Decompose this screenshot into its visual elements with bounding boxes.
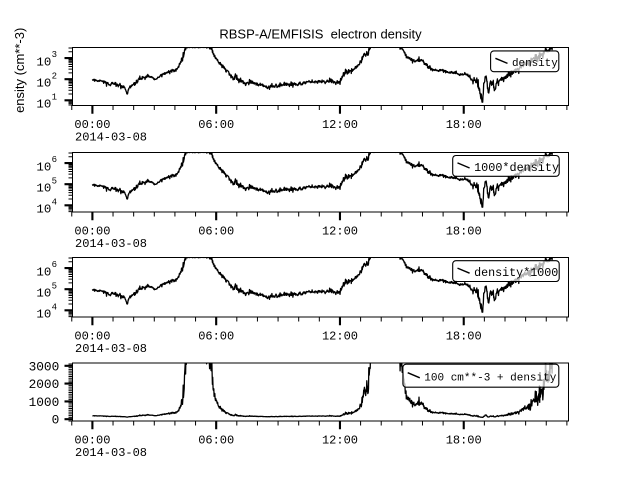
svg-text:2014-03-08: 2014-03-08: [75, 237, 147, 251]
svg-text:12:00: 12:00: [322, 329, 358, 343]
svg-text:2014-03-08: 2014-03-08: [75, 130, 147, 144]
svg-text:18:00: 18:00: [446, 118, 482, 132]
svg-text:10: 10: [36, 98, 51, 112]
svg-text:density: density: [512, 58, 558, 70]
svg-text:06:00: 06:00: [198, 118, 234, 132]
svg-text:1: 1: [52, 92, 57, 102]
svg-text:06:00: 06:00: [198, 433, 234, 447]
svg-text:10: 10: [36, 160, 51, 174]
svg-text:100 cm**-3 + density: 100 cm**-3 + density: [424, 373, 556, 385]
svg-text:18:00: 18:00: [446, 224, 482, 238]
svg-text:10: 10: [36, 286, 51, 300]
svg-text:2014-03-08: 2014-03-08: [75, 446, 147, 460]
svg-text:06:00: 06:00: [198, 224, 234, 238]
svg-text:4: 4: [52, 197, 57, 207]
svg-text:10: 10: [36, 181, 51, 195]
svg-text:5: 5: [52, 176, 57, 186]
svg-text:12:00: 12:00: [322, 224, 358, 238]
svg-text:Density (cm**-3): Density (cm**-3): [12, 28, 27, 123]
svg-text:density*1000: density*1000: [474, 266, 558, 280]
svg-text:10: 10: [36, 265, 51, 279]
svg-text:10: 10: [36, 308, 51, 322]
svg-text:10: 10: [36, 76, 51, 90]
svg-text:6: 6: [52, 260, 57, 270]
svg-text:3: 3: [52, 50, 57, 60]
svg-text:10: 10: [36, 55, 51, 69]
svg-text:00:00: 00:00: [74, 118, 110, 132]
svg-text:10: 10: [36, 203, 51, 217]
svg-text:5: 5: [52, 281, 57, 291]
svg-text:RBSP-A/EMFISIS electron densi: RBSP-A/EMFISIS electron density: [219, 27, 422, 42]
svg-text:18:00: 18:00: [446, 329, 482, 343]
svg-text:12:00: 12:00: [322, 433, 358, 447]
svg-text:2014-03-08: 2014-03-08: [75, 342, 147, 356]
svg-text:3000: 3000: [29, 359, 60, 374]
svg-text:06:00: 06:00: [198, 329, 234, 343]
svg-text:0: 0: [52, 413, 60, 428]
svg-text:2: 2: [52, 71, 57, 81]
svg-text:6: 6: [52, 155, 57, 165]
svg-text:00:00: 00:00: [74, 329, 110, 343]
svg-text:00:00: 00:00: [74, 433, 110, 447]
svg-text:1000: 1000: [29, 395, 60, 410]
svg-text:12:00: 12:00: [322, 118, 358, 132]
svg-text:00:00: 00:00: [74, 224, 110, 238]
svg-text:1000*density: 1000*density: [474, 161, 559, 175]
svg-text:18:00: 18:00: [446, 433, 482, 447]
svg-text:2000: 2000: [29, 377, 60, 392]
svg-text:4: 4: [52, 302, 57, 312]
